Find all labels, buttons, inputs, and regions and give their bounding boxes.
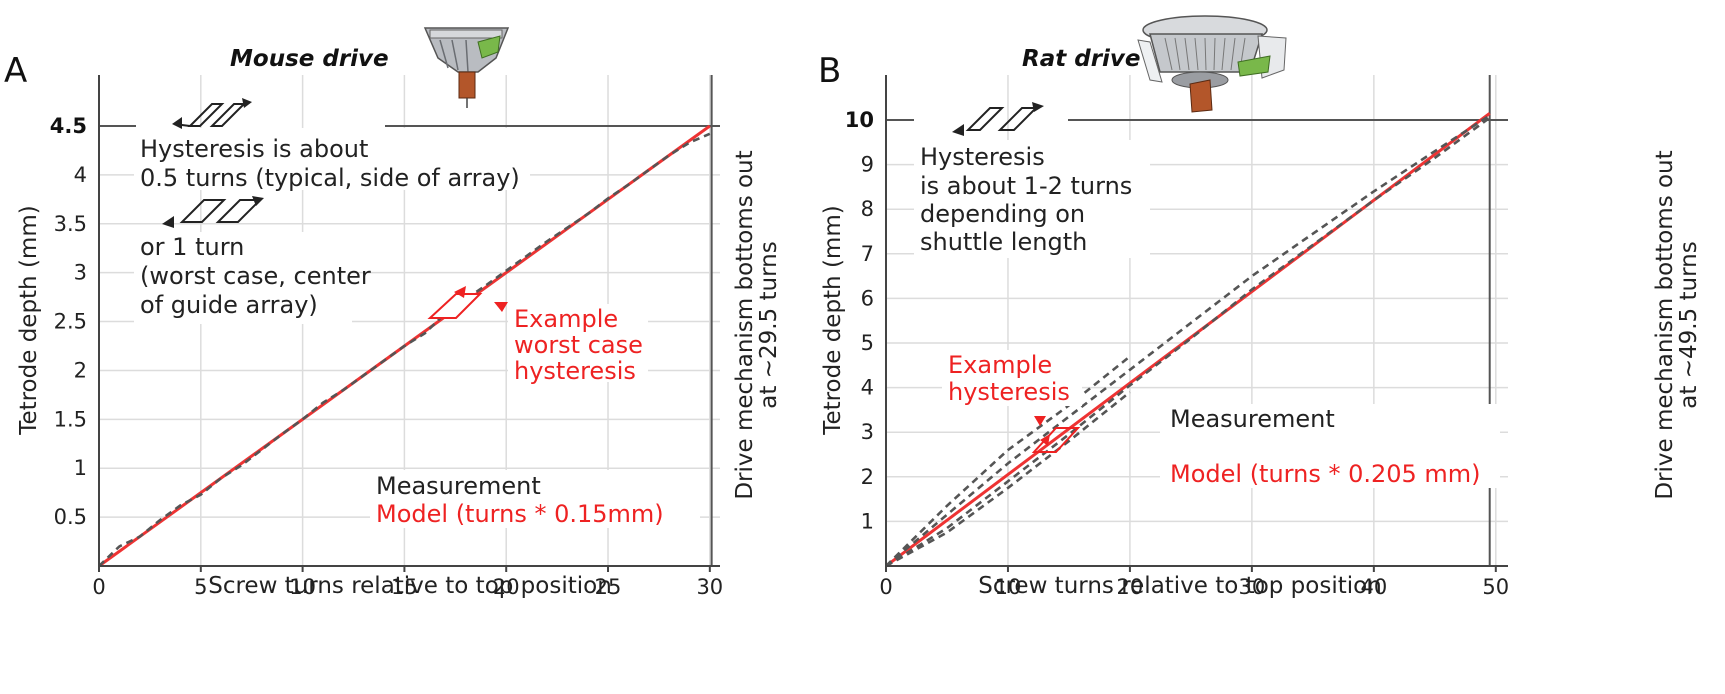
y-tick-label: 9 — [861, 153, 874, 177]
measurement-series-line — [885, 116, 1491, 568]
panel-b-example-hysteresis-marker — [1031, 416, 1081, 453]
panel-b-x-axis-label: Screw turns relative to top position — [978, 573, 1382, 599]
panel-a-example-hysteresis-marker — [427, 286, 508, 319]
panel-b-letter: B — [818, 51, 841, 91]
panel-a-note2-line-3: of guide array) — [140, 291, 318, 319]
measurement-series-line — [885, 114, 1491, 567]
x-tick-label: 15 — [391, 575, 418, 599]
measurement-series-line — [885, 355, 1131, 567]
y-tick-label: 2 — [861, 465, 874, 489]
panel-a-title: Mouse drive — [230, 46, 389, 72]
x-tick-label: 5 — [194, 575, 207, 599]
panel-b-example-line-1: Example — [948, 351, 1052, 379]
panel-a-letter: A — [4, 51, 27, 91]
mouse-drive-illustration — [423, 27, 510, 108]
y-tick-label: 6 — [861, 286, 874, 310]
panel-a-note-line-2: 0.5 turns (typical, side of array) — [140, 164, 520, 192]
panel-b-bottom-out-label: Drive mechanism bottoms out — [1652, 150, 1678, 499]
y-tick-label: 5 — [861, 331, 874, 355]
panel-b-plot-area — [885, 112, 1491, 568]
panel-b-note-line-3: depending on — [920, 200, 1085, 228]
panel-a-note2-line-2: (worst case, center — [140, 262, 371, 290]
panel-b-title: Rat drive — [1022, 46, 1141, 72]
panel-b-legend-measurement: Measurement — [1170, 405, 1335, 433]
x-tick-label: 0 — [92, 575, 105, 599]
panel-a-hysteresis-arrows-typical — [172, 98, 252, 129]
panel-a-legend-measurement: Measurement — [376, 472, 541, 500]
y-tick-label: 10 — [845, 108, 874, 132]
y-tick-label: 2 — [74, 358, 87, 382]
y-tick-label: 4.5 — [50, 114, 87, 138]
x-tick-label: 40 — [1360, 575, 1387, 599]
x-tick-label: 0 — [879, 575, 892, 599]
rat-drive-illustration — [1137, 15, 1287, 113]
panel-b-example-label-bg — [942, 350, 1082, 406]
y-tick-label: 4 — [861, 376, 874, 400]
measurement-series-line — [98, 132, 711, 567]
x-tick-label: 20 — [1117, 575, 1144, 599]
y-tick-label: 3.5 — [54, 212, 87, 236]
y-tick-label: 1.5 — [54, 407, 87, 431]
panel-b: B Rat drive 0 10 20 30 40 50 1 2 3 4 5 6 7 8 9 10 Screw… — [818, 15, 1702, 599]
panel-a: A Mouse drive 0 5 10 15 20 25 30 0.5 1 1.5 2 2.5 3 3.… — [4, 27, 782, 599]
y-tick-label: 3 — [861, 420, 874, 444]
panel-b-tick-labels: 0 10 20 30 40 50 1 2 3 4 5 6 7 8 9 10 — [845, 108, 1509, 599]
panel-a-example-line-1: Example — [514, 305, 618, 333]
panel-a-y-axis-label: Tetrode depth (mm) — [16, 205, 42, 435]
x-tick-label: 20 — [493, 575, 520, 599]
panel-b-y-axis-label: Tetrode depth (mm) — [820, 205, 846, 435]
x-tick-label: 30 — [1239, 575, 1266, 599]
panel-b-note-line-4: shuttle length — [920, 228, 1087, 256]
panel-a-plot-area — [98, 124, 711, 568]
panel-a-legend: Measurement Model (turns * 0.15mm) — [370, 470, 700, 528]
panel-a-bottom-out-label: Drive mechanism bottoms out — [732, 150, 758, 499]
panel-b-legend: Measurement Model (turns * 0.205 mm) — [1160, 404, 1500, 488]
panel-a-note-line-1: Hysteresis is about — [140, 135, 368, 163]
panel-a-hysteresis-arrows-worst — [162, 196, 264, 228]
panel-a-example-line-2: worst case — [514, 331, 643, 359]
panel-a-x-axis-label: Screw turns relative to top position — [208, 573, 612, 599]
x-tick-label: 30 — [696, 575, 723, 599]
panel-b-note-bg — [914, 140, 1150, 258]
x-tick-label: 50 — [1482, 575, 1509, 599]
x-tick-label: 10 — [995, 575, 1022, 599]
y-tick-label: 3 — [74, 261, 87, 285]
measurement-series-line — [885, 391, 1131, 568]
y-tick-label: 8 — [861, 197, 874, 221]
panel-b-example-line-2: hysteresis — [948, 378, 1070, 406]
panel-a-example-label-bg — [508, 304, 648, 382]
panel-a-bottom-out-sub: at ~29.5 turns — [756, 241, 782, 408]
y-tick-label: 7 — [861, 242, 874, 266]
y-tick-label: 1 — [861, 509, 874, 533]
y-tick-label: 4 — [74, 163, 87, 187]
panel-b-bottom-out-sub: at ~49.5 turns — [1676, 241, 1702, 408]
panel-a-tick-labels: 0 5 10 15 20 25 30 0.5 1 1.5 2 2.5 3 3.5 4 4.5 — [50, 114, 723, 599]
y-tick-label: 0.5 — [54, 505, 87, 529]
panel-a-hysteresis-note-bg — [134, 128, 530, 324]
y-tick-label: 1 — [74, 456, 87, 480]
x-tick-label: 25 — [595, 575, 622, 599]
x-tick-label: 10 — [289, 575, 316, 599]
panel-a-example-line-3: hysteresis — [514, 357, 636, 385]
panel-a-legend-model: Model (turns * 0.15mm) — [376, 500, 664, 528]
panel-b-note-line-1: Hysteresis — [920, 143, 1045, 171]
panel-a-note2-line-1: or 1 turn — [140, 233, 244, 261]
panel-b-hysteresis-arrows — [952, 102, 1044, 136]
panel-b-legend-model: Model (turns * 0.205 mm) — [1170, 460, 1481, 488]
y-tick-label: 2.5 — [54, 310, 87, 334]
panel-b-note-line-2: is about 1-2 turns — [920, 172, 1132, 200]
